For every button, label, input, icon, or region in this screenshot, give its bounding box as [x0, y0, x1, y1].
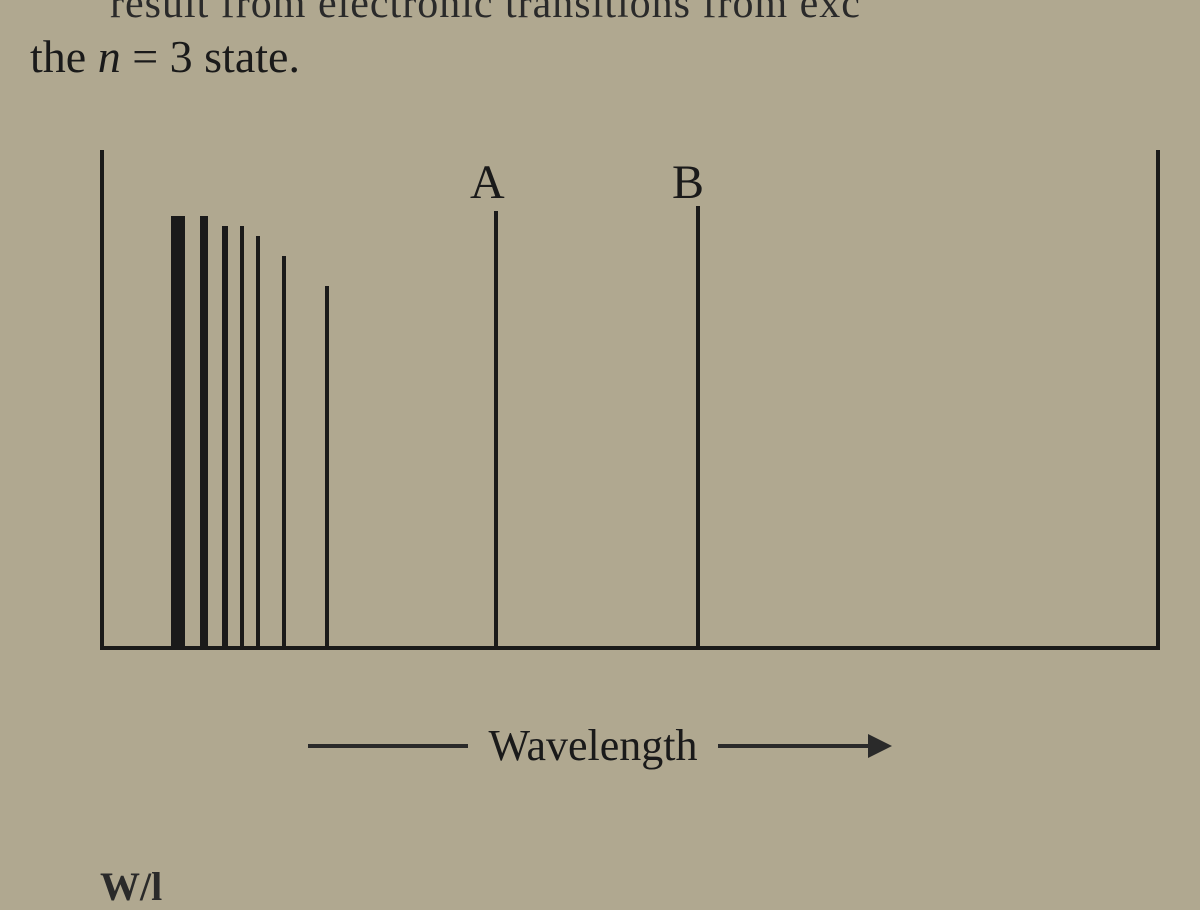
- arrow-head-icon: [868, 734, 892, 758]
- caption-post: = 3 state.: [121, 31, 300, 82]
- x-axis-label: Wavelength: [0, 720, 1200, 771]
- partial-text-bottom: W/l: [100, 863, 162, 910]
- wavelength-text: Wavelength: [488, 720, 697, 771]
- spectral-line: [696, 206, 700, 646]
- arrow-right: [718, 734, 892, 758]
- spectrum-plot: [100, 150, 1160, 650]
- caption-line: the n = 3 state.: [30, 30, 300, 83]
- spectral-line: [256, 236, 260, 646]
- spectral-line: [282, 256, 286, 646]
- spectral-line: [171, 216, 185, 646]
- page: result from electronic transitions from …: [0, 0, 1200, 900]
- arrow-line: [718, 744, 868, 748]
- spectral-line: [200, 216, 208, 646]
- caption-pre: the: [30, 31, 98, 82]
- spectral-line: [240, 226, 244, 646]
- spectral-line: [222, 226, 228, 646]
- partial-text-top: result from electronic transitions from …: [110, 0, 861, 28]
- caption-var: n: [98, 31, 121, 82]
- arrow-tail: [308, 744, 468, 748]
- spectral-line: [494, 211, 498, 646]
- spectral-line: [325, 286, 329, 646]
